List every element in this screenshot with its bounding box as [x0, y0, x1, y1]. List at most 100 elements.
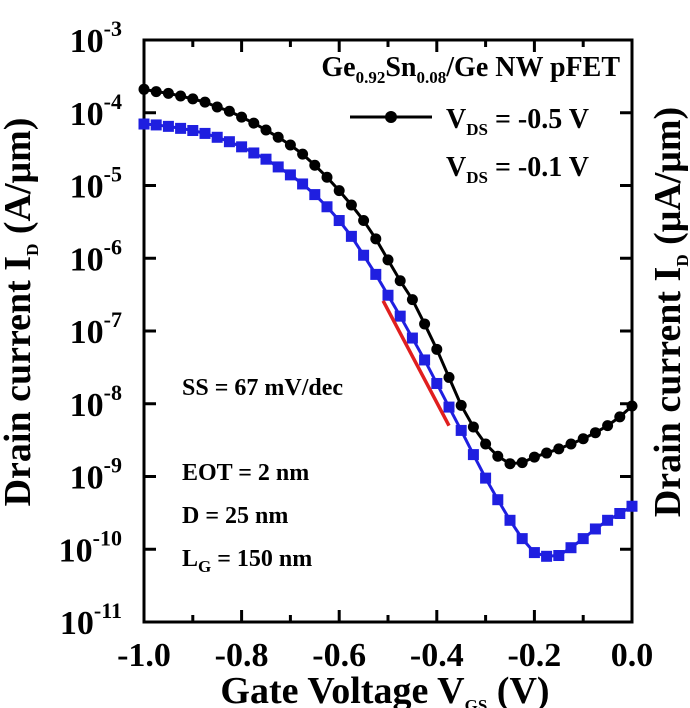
legend-label-vds-05: VDS = -0.5 V	[446, 104, 589, 139]
data-point	[480, 472, 492, 484]
y-tick-label: 10-7	[70, 307, 122, 351]
data-point	[284, 139, 296, 151]
data-point	[589, 427, 601, 439]
data-point	[260, 124, 272, 136]
data-point	[150, 119, 162, 131]
param-eot: EOT = 2 nm	[182, 460, 309, 486]
data-point	[358, 215, 370, 227]
data-point	[382, 289, 394, 301]
data-point	[382, 254, 394, 266]
data-point	[260, 153, 272, 165]
data-point	[236, 141, 248, 153]
data-point	[577, 533, 589, 545]
x-tick-label: 0.0	[611, 637, 654, 674]
data-point	[492, 494, 504, 506]
data-point	[138, 118, 150, 130]
legend-label-vds-01: VDS = -0.1 V	[446, 152, 589, 187]
y-axis: 10-3 10-4 10-5 10-6 10-7 10-8 10-9 10-10 10-11	[59, 16, 632, 642]
data-point	[284, 169, 296, 181]
data-point	[614, 508, 626, 520]
data-point	[187, 125, 199, 137]
data-point	[236, 111, 248, 123]
data-point	[565, 438, 577, 450]
data-point	[614, 411, 626, 423]
y-tick-label: 10-6	[70, 234, 122, 278]
data-point	[467, 421, 479, 433]
data-point	[272, 161, 284, 173]
y-tick-label: 10-5	[70, 162, 122, 206]
data-point	[455, 399, 467, 411]
param-gate-length: LG = 150 nm	[182, 546, 312, 576]
data-point	[626, 500, 638, 512]
data-point	[223, 105, 235, 117]
y-tick-label: 10-9	[70, 453, 122, 497]
data-point	[394, 310, 406, 322]
data-point	[150, 86, 162, 98]
x-tick-label: -0.2	[507, 637, 561, 674]
data-point	[467, 449, 479, 461]
data-point	[187, 93, 199, 105]
data-point	[297, 178, 309, 190]
data-point	[443, 371, 455, 383]
data-point	[138, 83, 150, 95]
y-tick-label: 10-11	[60, 598, 122, 642]
x-axis: -1.0 -0.8 -0.6 -0.4 -0.2 0.0	[117, 40, 653, 674]
data-point	[565, 542, 577, 554]
data-point	[516, 457, 528, 469]
data-point	[345, 230, 357, 242]
data-point	[370, 233, 382, 245]
annotations	[381, 299, 451, 427]
data-point	[358, 249, 370, 261]
data-point	[541, 550, 553, 562]
data-point	[443, 401, 455, 413]
data-point	[211, 101, 223, 113]
data-point	[528, 451, 540, 463]
data-point	[480, 438, 492, 450]
y2-axis-title: Drain current ID (μA/μm)	[647, 107, 690, 517]
ss-slope-line	[381, 299, 451, 427]
data-point	[321, 171, 333, 183]
data-point	[553, 443, 565, 455]
data-point	[162, 87, 174, 99]
x-tick-label: -1.0	[117, 637, 171, 674]
data-point	[211, 131, 223, 143]
data-point	[602, 420, 614, 432]
y-tick-label: 10-10	[59, 525, 122, 569]
series-line-1	[143, 122, 633, 558]
x-tick-label: -0.6	[312, 637, 366, 674]
data-point	[394, 275, 406, 287]
data-point	[199, 127, 211, 139]
data-point	[333, 215, 345, 227]
param-diameter: D = 25 nm	[182, 503, 288, 529]
data-point	[162, 120, 174, 132]
data-point	[175, 122, 187, 134]
legend: VDS = -0.5 V VDS = -0.1 V	[350, 104, 589, 187]
data-point	[419, 354, 431, 366]
data-point	[455, 424, 467, 436]
data-point	[541, 447, 553, 459]
data-point	[321, 201, 333, 213]
data-point	[272, 131, 284, 143]
data-point	[626, 400, 638, 412]
data-point	[309, 159, 321, 171]
data-point	[199, 96, 211, 108]
ss-label: SS = 67 mV/dec	[182, 375, 343, 401]
data-point	[589, 523, 601, 535]
data-point	[406, 294, 418, 306]
data-point	[431, 343, 443, 355]
x-tick-label: -0.4	[410, 637, 464, 674]
data-point	[345, 199, 357, 211]
series-layer	[138, 83, 638, 562]
data-point	[248, 147, 260, 159]
y-tick-label: 10-8	[70, 380, 122, 424]
data-point	[431, 377, 443, 389]
chart-title: Ge0.92Sn0.08/Ge NW pFET	[321, 52, 620, 87]
x-axis-title: Gate Voltage VGS (V)	[220, 670, 549, 708]
legend-marker-vds-05	[385, 111, 397, 123]
data-point	[309, 189, 321, 201]
series-line-0	[143, 87, 633, 466]
data-point	[492, 450, 504, 462]
data-point	[297, 148, 309, 160]
data-point	[553, 550, 565, 562]
